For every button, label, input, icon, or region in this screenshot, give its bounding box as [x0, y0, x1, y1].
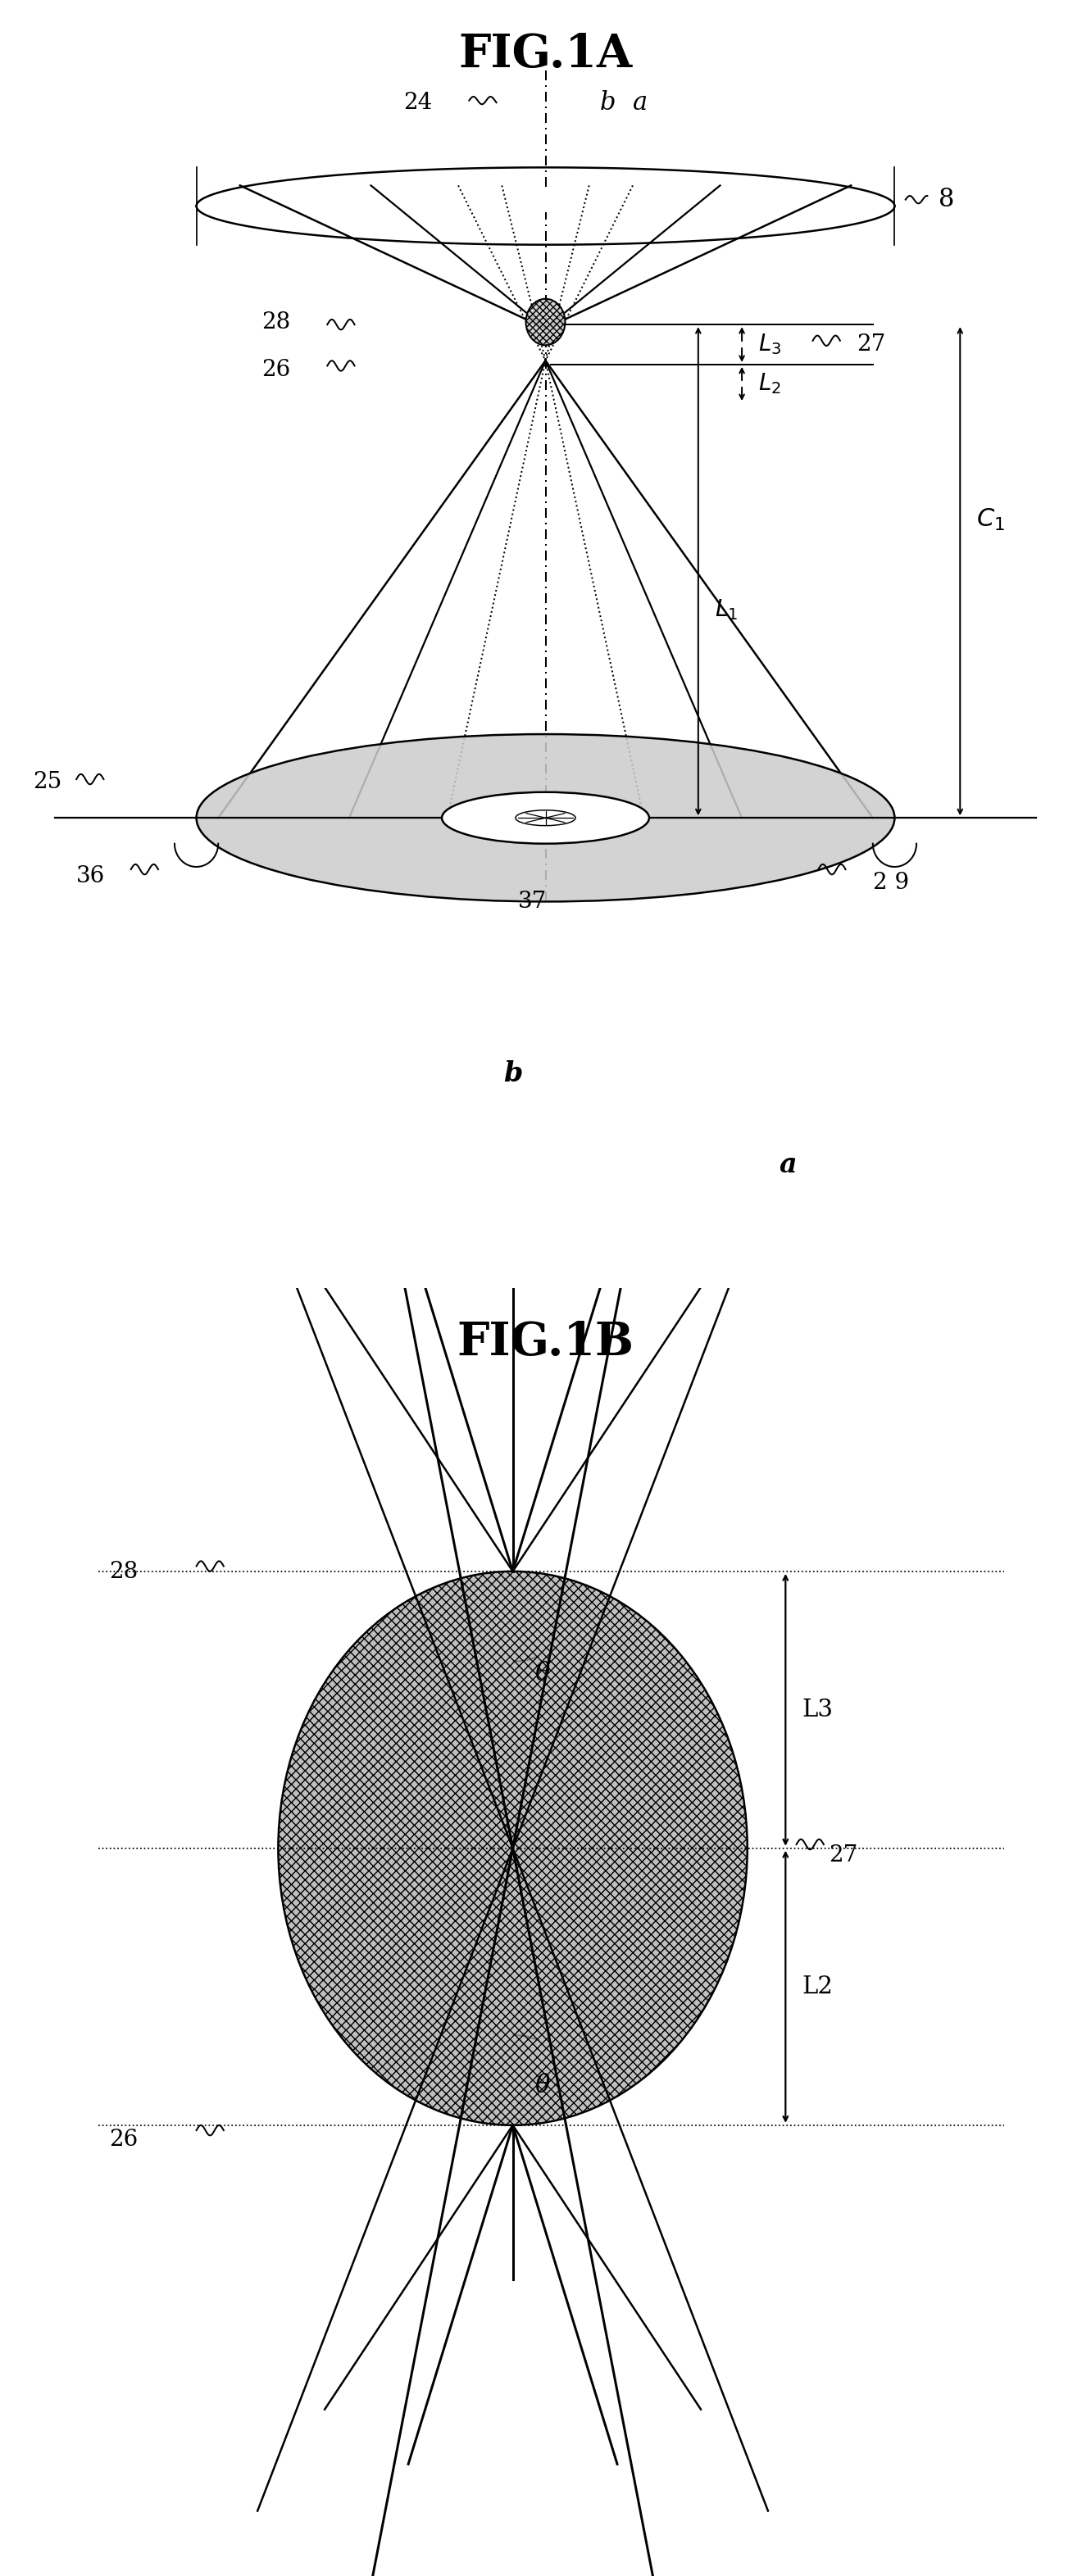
Circle shape — [526, 299, 565, 345]
Text: 26: 26 — [109, 2128, 137, 2151]
Text: 25: 25 — [33, 770, 61, 793]
Text: 28: 28 — [109, 1561, 137, 1582]
Text: $L_1$: $L_1$ — [715, 598, 738, 621]
Text: b: b — [600, 90, 616, 116]
Text: L2: L2 — [802, 1976, 832, 1999]
Text: 36: 36 — [76, 866, 105, 886]
Text: a: a — [633, 90, 648, 116]
Text: 27: 27 — [829, 1844, 859, 1865]
Text: 28: 28 — [262, 312, 290, 332]
Text: FIG.1B: FIG.1B — [457, 1319, 634, 1365]
Ellipse shape — [196, 734, 895, 902]
Text: b: b — [503, 1061, 523, 1087]
Text: 24: 24 — [404, 93, 432, 113]
Text: 27: 27 — [856, 335, 886, 355]
Text: $L_2$: $L_2$ — [758, 371, 781, 397]
Text: L3: L3 — [802, 1698, 834, 1721]
Ellipse shape — [442, 793, 649, 845]
Text: 2 9: 2 9 — [873, 871, 909, 894]
Text: FIG.1A: FIG.1A — [458, 31, 633, 77]
Text: 8: 8 — [938, 188, 955, 211]
Circle shape — [278, 1571, 747, 2125]
Text: 37: 37 — [518, 891, 548, 912]
Text: θ: θ — [535, 1662, 550, 1687]
Text: θ: θ — [535, 2074, 550, 2099]
Text: a: a — [779, 1151, 796, 1180]
Text: 26: 26 — [262, 358, 290, 381]
Text: $C_1$: $C_1$ — [976, 507, 1005, 533]
Text: $L_3$: $L_3$ — [758, 332, 781, 355]
